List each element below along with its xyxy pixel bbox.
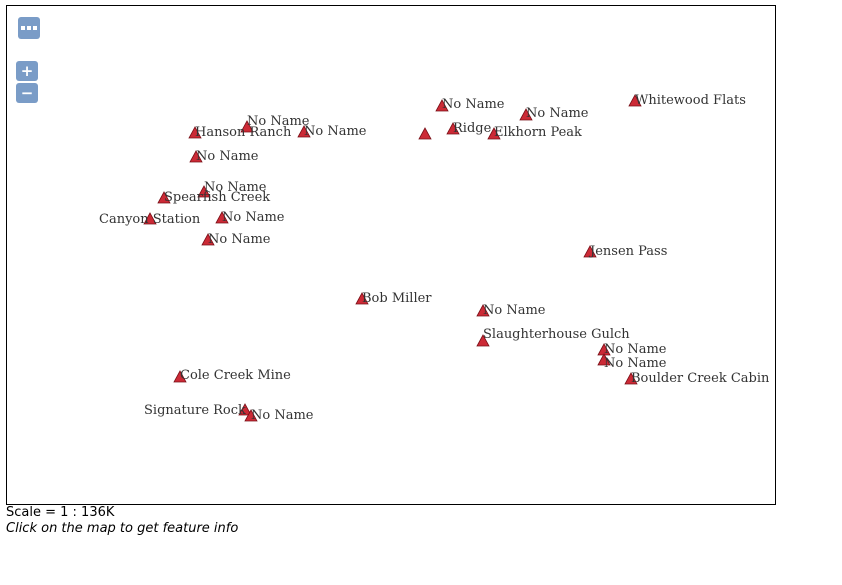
triangle-marker-icon[interactable] xyxy=(240,120,254,133)
zoom-out-button[interactable]: − xyxy=(16,83,38,103)
triangle-marker-icon[interactable] xyxy=(519,108,533,121)
feature-label: Bob Miller xyxy=(362,291,432,306)
feature-label: Elkhorn Peak xyxy=(494,125,582,140)
map-feature[interactable]: No Name xyxy=(297,124,367,139)
feature-label: No Name xyxy=(442,97,505,112)
feature-label: No Name xyxy=(251,408,314,423)
feature-label: Hanson Ranch xyxy=(195,125,292,140)
feature-label: No Name xyxy=(604,356,667,371)
map-feature[interactable]: No Name xyxy=(597,353,667,371)
feature-info-hint: Click on the map to get feature info xyxy=(6,521,239,536)
feature-label: No Name xyxy=(247,114,310,129)
map-feature[interactable]: Whitewood Flats xyxy=(628,93,746,108)
triangle-marker-icon[interactable] xyxy=(487,127,501,140)
feature-label: No Name xyxy=(604,342,667,357)
map-feature[interactable]: No Name xyxy=(435,97,505,112)
map-feature[interactable]: No Name xyxy=(189,149,259,164)
map-feature[interactable]: Canyon Station xyxy=(99,212,201,227)
triangle-marker-icon[interactable] xyxy=(624,372,638,385)
triangle-marker-icon[interactable] xyxy=(418,127,432,140)
map-feature[interactable]: No Name xyxy=(201,232,271,247)
triangle-marker-icon[interactable] xyxy=(435,99,449,112)
feature-label: Ridge xyxy=(453,121,492,136)
zoom-in-button[interactable]: + xyxy=(16,61,38,81)
triangle-marker-icon[interactable] xyxy=(583,245,597,258)
map-feature[interactable]: Slaughterhouse Gulch xyxy=(476,327,630,347)
triangle-marker-icon[interactable] xyxy=(244,409,258,422)
map-feature[interactable]: Bob Miller xyxy=(355,291,432,306)
map-feature[interactable]: Cole Creek Mine xyxy=(173,368,291,383)
map-feature[interactable]: No Name xyxy=(476,303,546,318)
map-feature[interactable]: Boulder Creek Cabin xyxy=(624,371,770,386)
feature-label: Boulder Creek Cabin xyxy=(631,371,770,386)
feature-label: No Name xyxy=(204,180,267,195)
feature-label: No Name xyxy=(222,210,285,225)
map-feature[interactable]: Signature Rock xyxy=(144,403,252,418)
feature-label: No Name xyxy=(304,124,367,139)
feature-label: Canyon Station xyxy=(99,212,201,227)
feature-label: No Name xyxy=(196,149,259,164)
feature-label: Whitewood Flats xyxy=(635,93,746,108)
feature-label: No Name xyxy=(526,106,589,121)
triangle-marker-icon[interactable] xyxy=(238,403,252,416)
map-feature[interactable]: No Name xyxy=(597,342,667,357)
feature-label: Spearfish Creek xyxy=(164,190,270,205)
triangle-marker-icon[interactable] xyxy=(143,212,157,225)
map-feature[interactable]: No Name xyxy=(215,210,285,225)
triangle-marker-icon[interactable] xyxy=(446,122,460,135)
map-feature[interactable]: No Name xyxy=(519,106,589,121)
triangle-marker-icon[interactable] xyxy=(201,233,215,246)
triangle-marker-icon[interactable] xyxy=(597,353,611,366)
map-feature[interactable]: Ridge xyxy=(446,121,492,136)
layer-switcher-button[interactable] xyxy=(18,17,40,39)
map-feature[interactable]: No Name xyxy=(244,408,314,423)
triangle-marker-icon[interactable] xyxy=(355,292,369,305)
triangle-marker-icon[interactable] xyxy=(297,125,311,138)
triangle-marker-icon[interactable] xyxy=(628,94,642,107)
triangle-marker-icon[interactable] xyxy=(188,126,202,139)
scale-line: Scale = 1 : 136K xyxy=(6,505,115,520)
map-feature[interactable]: No Name xyxy=(197,180,267,198)
triangle-marker-icon[interactable] xyxy=(215,211,229,224)
feature-label: Slaughterhouse Gulch xyxy=(483,327,630,342)
triangle-marker-icon[interactable] xyxy=(197,185,211,198)
triangle-marker-icon[interactable] xyxy=(189,150,203,163)
ellipsis-icon xyxy=(21,26,37,30)
map-feature[interactable]: Elkhorn Peak xyxy=(487,125,582,140)
map-feature[interactable]: No Name xyxy=(240,114,310,133)
triangle-marker-icon[interactable] xyxy=(173,370,187,383)
feature-label: Signature Rock xyxy=(144,403,246,418)
map-feature[interactable]: Hanson Ranch xyxy=(188,125,292,140)
map-feature[interactable]: Jensen Pass xyxy=(583,244,667,259)
feature-label: Cole Creek Mine xyxy=(180,368,291,383)
triangle-marker-icon[interactable] xyxy=(157,191,171,204)
feature-label: Jensen Pass xyxy=(588,244,667,259)
map-viewport[interactable]: No Name Hanson Ranch No Name No Name No Name… xyxy=(6,5,776,505)
triangle-marker-icon[interactable] xyxy=(476,334,490,347)
map-feature[interactable]: Spearfish Creek xyxy=(157,190,270,205)
feature-label: No Name xyxy=(208,232,271,247)
feature-label: No Name xyxy=(483,303,546,318)
map-feature[interactable] xyxy=(418,127,432,140)
triangle-marker-icon[interactable] xyxy=(476,304,490,317)
